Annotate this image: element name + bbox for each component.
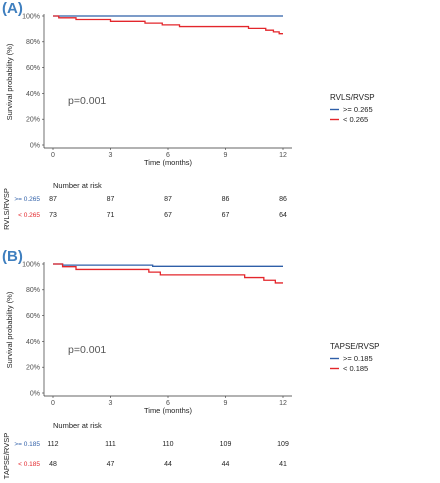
panel-label: (B) [2, 248, 23, 265]
panel-label: (A) [2, 0, 23, 17]
risk-group-label: < 0.185 [18, 461, 40, 468]
risk-count: 87 [164, 196, 172, 203]
y-tick-label: 40% [26, 339, 40, 346]
risk-count: 87 [107, 196, 115, 203]
risk-strata-title: TAPSE/RVSP [2, 433, 11, 479]
series-line-high [53, 263, 283, 267]
x-tick-label: 6 [166, 400, 170, 407]
y-tick-label: 80% [26, 39, 40, 46]
risk-count: 71 [107, 212, 115, 219]
risk-count: 47 [107, 461, 115, 468]
risk-count: 87 [49, 196, 57, 203]
series-line-low [53, 15, 283, 35]
risk-count: 67 [222, 212, 230, 219]
panel-b: (B) 0% 20% 40% 60% 80% 100% 0 3 6 9 12 Time (months)… [2, 248, 380, 479]
y-tick-label: 0% [30, 142, 40, 149]
panel-a: (A) 0% 20% 40% 60% 80% 100% 0 3 6 9 12 Time (months)… [2, 0, 375, 230]
risk-strata-title: RVLS/RVSP [2, 188, 11, 230]
x-axis-title: Time (months) [144, 406, 193, 415]
y-axis-title: Survival probability (%) [5, 291, 14, 368]
p-value-annotation: p=0.001 [68, 95, 106, 107]
p-value-annotation: p=0.001 [68, 344, 106, 356]
risk-group-label: >= 0.265 [14, 196, 40, 203]
y-tick-label: 80% [26, 287, 40, 294]
risk-table-title: Number at risk [53, 421, 102, 430]
risk-count: 44 [222, 461, 230, 468]
x-tick-label: 9 [224, 400, 228, 407]
legend-entry: < 0.265 [343, 115, 368, 124]
risk-count: 41 [279, 461, 287, 468]
risk-count: 48 [49, 461, 57, 468]
legend-title: RVLS/RVSP [330, 93, 375, 102]
y-tick-label: 20% [26, 117, 40, 124]
y-tick-label: 40% [26, 91, 40, 98]
risk-count: 112 [47, 441, 58, 448]
risk-table-title: Number at risk [53, 181, 102, 190]
y-axis-title: Survival probability (%) [5, 43, 14, 120]
x-tick-label: 12 [279, 400, 287, 407]
risk-count: 67 [164, 212, 172, 219]
y-tick-label: 60% [26, 65, 40, 72]
y-tick-label: 100% [22, 261, 40, 268]
legend-title: TAPSE/RVSP [330, 342, 380, 351]
risk-group-label: < 0.265 [18, 212, 40, 219]
x-tick-label: 6 [166, 152, 170, 159]
x-tick-label: 12 [279, 152, 287, 159]
risk-count: 64 [279, 212, 287, 219]
y-tick-label: 100% [22, 13, 40, 20]
risk-count: 86 [222, 196, 230, 203]
y-tick-label: 60% [26, 313, 40, 320]
x-tick-label: 0 [51, 400, 55, 407]
x-axis-title: Time (months) [144, 158, 193, 167]
legend-entry: < 0.185 [343, 364, 368, 373]
risk-count: 109 [220, 441, 232, 448]
x-tick-label: 0 [51, 152, 55, 159]
series-line-low [53, 263, 283, 284]
y-tick-label: 0% [30, 390, 40, 397]
legend-entry: >= 0.185 [343, 354, 373, 363]
y-tick-label: 20% [26, 365, 40, 372]
x-tick-label: 9 [224, 152, 228, 159]
risk-count: 111 [105, 441, 116, 448]
risk-count: 110 [162, 441, 173, 448]
x-tick-label: 3 [109, 400, 113, 407]
risk-count: 86 [279, 196, 287, 203]
legend-entry: >= 0.265 [343, 105, 373, 114]
risk-count: 73 [49, 212, 57, 219]
risk-count: 44 [164, 461, 172, 468]
risk-count: 109 [277, 441, 289, 448]
x-tick-label: 3 [109, 152, 113, 159]
risk-group-label: >= 0.185 [14, 441, 40, 448]
